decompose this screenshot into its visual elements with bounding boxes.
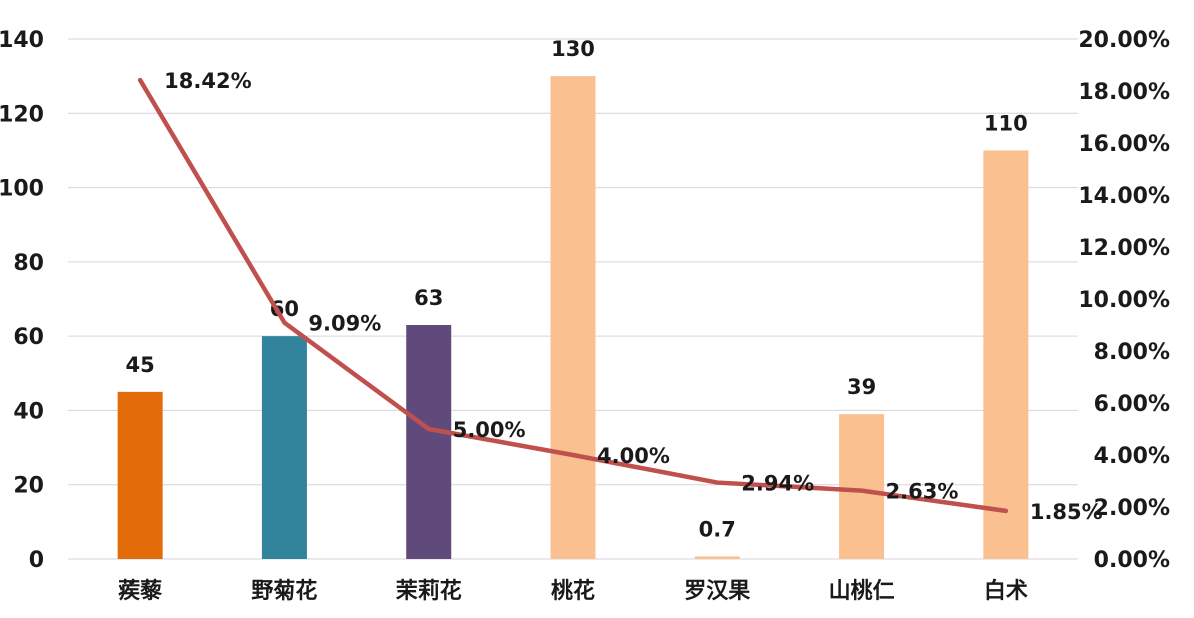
left-tick-label: 140 (0, 28, 44, 53)
line-value-label: 2.63% (886, 480, 959, 504)
right-tick-label: 8.00% (1094, 340, 1170, 365)
line-value-label: 18.42% (164, 69, 251, 93)
line-series (137, 77, 1009, 514)
right-tick-label: 12.00% (1078, 236, 1170, 261)
bar (550, 76, 596, 560)
bar (406, 325, 452, 559)
right-tick-label: 4.00% (1094, 444, 1170, 469)
right-tick-label: 20.00% (1078, 28, 1170, 53)
right-tick-label: 16.00% (1078, 132, 1170, 157)
bar (261, 336, 307, 559)
right-y-axis: 0.00% 2.00% 4.00% 6.00% 8.00% 10.00% 12.00% 14.… (1078, 28, 1170, 573)
line-value-label: 5.00% (453, 418, 526, 442)
bar-value-label: 45 (126, 353, 155, 377)
line-value-label: 1.85% (1030, 500, 1103, 524)
left-tick-label: 20 (13, 474, 44, 499)
category-label: 野菊花 (251, 578, 317, 604)
line-value-label: 2.94% (741, 472, 814, 496)
bar-value-label: 39 (847, 375, 876, 399)
left-tick-label: 60 (13, 325, 44, 350)
category-label: 山桃仁 (829, 578, 895, 604)
left-tick-label: 80 (13, 251, 44, 276)
bar-value-label: 110 (984, 111, 1028, 135)
category-label: 蒺藜 (118, 579, 163, 604)
left-tick-label: 120 (0, 102, 44, 127)
category-label: 白术 (984, 578, 1028, 604)
bar (983, 150, 1029, 559)
bar (839, 414, 885, 559)
left-tick-label: 0 (29, 548, 44, 573)
series-line (137, 77, 1009, 514)
right-tick-label: 10.00% (1078, 288, 1170, 313)
right-tick-label: 18.00% (1078, 80, 1170, 105)
line-value-label: 4.00% (597, 444, 670, 468)
bar (117, 391, 163, 559)
line-value-labels: 18.42% 9.09% 5.00% 4.00% 2.94% 2.63% 1.85% (164, 69, 1103, 524)
category-label: 茉莉花 (396, 578, 462, 604)
category-axis: 蒺藜 野菊花 茉莉花 桃花 罗汉果 山桃仁 白术 (118, 578, 1028, 604)
bar-series (117, 76, 1029, 560)
left-tick-label: 40 (13, 399, 44, 424)
bar-value-label: 63 (414, 286, 443, 310)
left-y-axis: 0 20 40 60 80 100 120 140 (0, 28, 44, 573)
right-tick-label: 0.00% (1094, 548, 1170, 573)
category-label: 罗汉果 (684, 579, 750, 604)
bar-value-label: 0.7 (699, 517, 736, 541)
bar-value-label: 130 (551, 37, 595, 61)
right-tick-label: 6.00% (1094, 392, 1170, 417)
right-tick-label: 2.00% (1094, 496, 1170, 521)
bar (694, 556, 740, 559)
category-label: 桃花 (551, 578, 595, 604)
right-tick-label: 14.00% (1078, 184, 1170, 209)
line-value-label: 9.09% (308, 312, 381, 336)
left-tick-label: 100 (0, 177, 44, 202)
